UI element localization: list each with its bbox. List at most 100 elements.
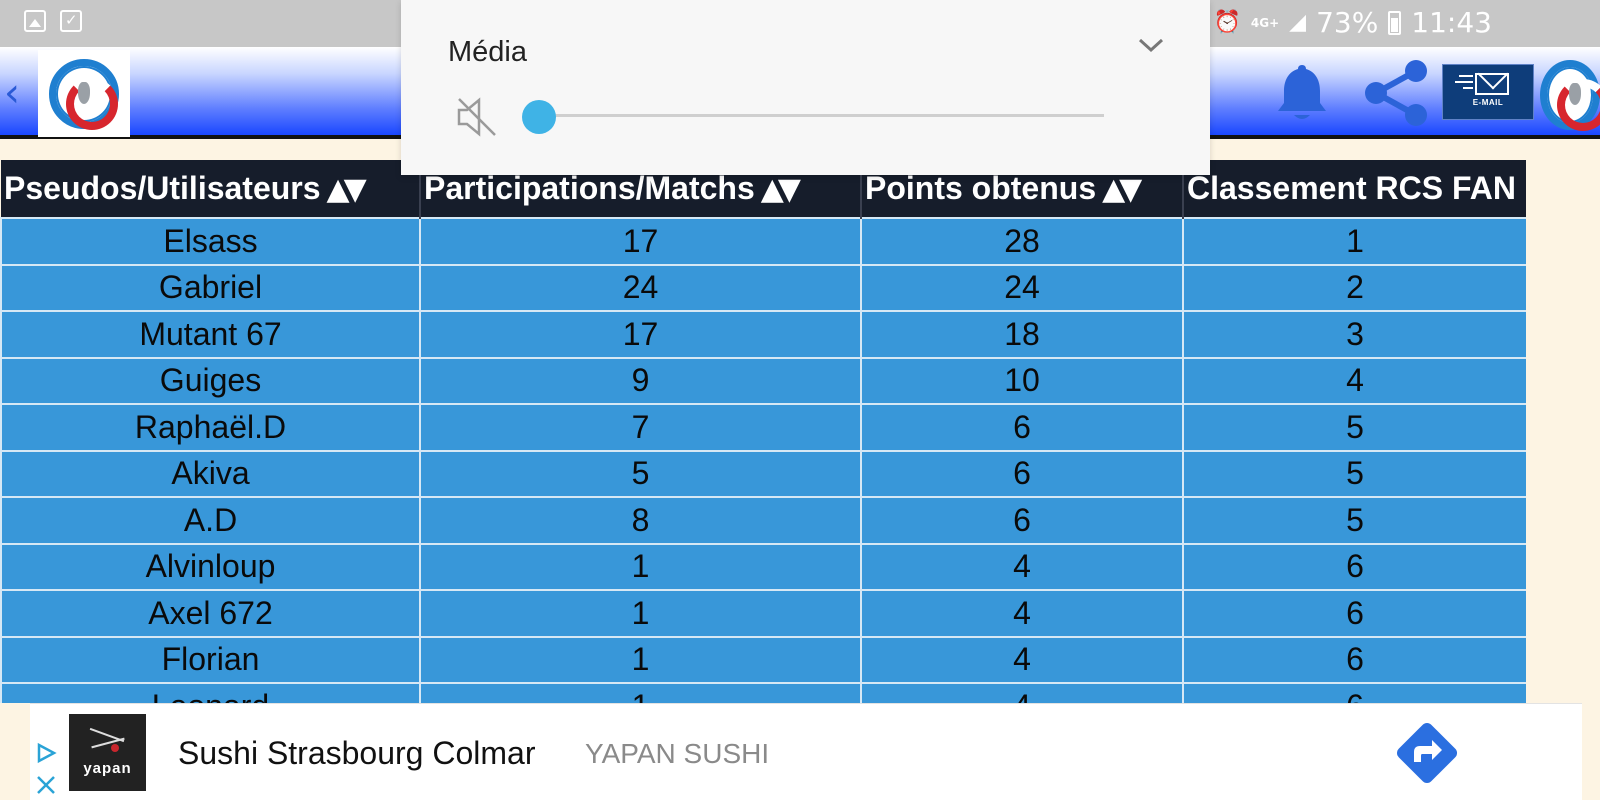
- cell-participations: 1: [419, 682, 862, 703]
- rcs-crest-icon: [1540, 60, 1600, 131]
- header-label: Classement RCS FAN: [1187, 170, 1516, 206]
- ranking-table-container[interactable]: Pseudos/Utilisateurs ▲▼ Participations/Ma…: [0, 160, 1526, 703]
- battery-percent: 73%: [1316, 6, 1379, 39]
- ad-banner[interactable]: yapan Sushi Strasbourg Colmar YAPAN SUSH…: [30, 703, 1582, 800]
- table-row: Akiva 5 6 5: [0, 449, 1526, 498]
- cell-points: 28: [860, 217, 1184, 266]
- cell-participations: 5: [419, 449, 862, 498]
- sort-arrows-icon[interactable]: ▲▼: [1102, 172, 1142, 207]
- cell-classement: 5: [1182, 449, 1526, 498]
- cell-pseudo: Leonard: [0, 682, 421, 703]
- cell-participations: 8: [419, 496, 862, 545]
- advertiser-logo[interactable]: yapan: [69, 714, 146, 791]
- cell-participations: 7: [419, 403, 862, 452]
- cell-points: 24: [860, 263, 1184, 312]
- cell-pseudo: Florian: [0, 635, 421, 684]
- cell-points: 4: [860, 682, 1184, 703]
- table-row: Leonard146: [0, 682, 1526, 703]
- notification-icons: [24, 10, 82, 32]
- cell-points: 4: [860, 589, 1184, 638]
- cell-pseudo: Guiges: [0, 356, 421, 405]
- adchoices-icon[interactable]: [35, 742, 57, 764]
- speed-lines-icon: [1455, 75, 1473, 93]
- cell-participations: 9: [419, 356, 862, 405]
- cell-points: 10: [860, 356, 1184, 405]
- cell-participations: 17: [419, 217, 862, 266]
- ranking-table: Pseudos/Utilisateurs ▲▼ Participations/Ma…: [0, 160, 1526, 703]
- cell-classement: 1: [1182, 217, 1526, 266]
- share-icon[interactable]: [1362, 59, 1430, 127]
- table-row: A.D 8 6 5: [0, 496, 1526, 545]
- cell-points: 4: [860, 542, 1184, 591]
- club-logo-left[interactable]: [38, 50, 130, 137]
- cell-pseudo: A.D: [0, 496, 421, 545]
- logo-dot-icon: [111, 744, 119, 752]
- cell-pseudo: Akiva: [0, 449, 421, 498]
- table-body: Elsass 17 28 1 Gabriel 24 24 2 Mutant 67 17 18 3 Gui…: [0, 217, 1526, 703]
- email-button[interactable]: E-MAIL: [1442, 64, 1534, 120]
- club-logo-right[interactable]: [1540, 52, 1600, 138]
- cell-classement: 6: [1182, 635, 1526, 684]
- mute-speaker-icon[interactable]: [455, 95, 499, 139]
- table-row: Florian 1 4 6: [0, 635, 1526, 684]
- sort-arrows-icon[interactable]: ▲▼: [326, 172, 367, 207]
- cell-classement: 3: [1182, 310, 1526, 359]
- system-status: 📳 ⏰ 4G+ ◢ 73% 11:43: [1176, 6, 1492, 39]
- cell-pseudo: Alvinloup: [0, 542, 421, 591]
- cell-classement: 2: [1182, 263, 1526, 312]
- cell-classement: 5: [1182, 403, 1526, 452]
- chevron-down-icon[interactable]: [1136, 36, 1166, 56]
- alarm-icon: ⏰: [1213, 10, 1241, 35]
- table-row: Guiges 9 10 4: [0, 356, 1526, 405]
- cell-pseudo: Mutant 67: [0, 310, 421, 359]
- task-notification-icon: [60, 10, 82, 32]
- cell-participations: 24: [419, 263, 862, 312]
- rcs-crest-icon: [49, 58, 119, 130]
- table-row: Gabriel 24 24 2: [0, 263, 1526, 312]
- cell-classement: 6: [1182, 682, 1526, 703]
- cell-pseudo: Elsass: [0, 217, 421, 266]
- header-label: Points obtenus: [865, 170, 1097, 206]
- signal-icon: ◢: [1289, 10, 1307, 35]
- volume-slider-track[interactable]: [539, 114, 1104, 117]
- cell-points: 6: [860, 449, 1184, 498]
- cell-points: 4: [860, 635, 1184, 684]
- cell-classement: 6: [1182, 542, 1526, 591]
- battery-icon: [1388, 10, 1402, 35]
- ad-advertiser: YAPAN SUSHI: [585, 738, 770, 769]
- advertiser-logo-text: yapan: [83, 760, 132, 777]
- header-pseudos[interactable]: Pseudos/Utilisateurs ▲▼: [1, 160, 421, 218]
- volume-panel-title: Média: [448, 36, 527, 68]
- sort-arrows-icon[interactable]: ▲▼: [760, 172, 801, 207]
- cell-classement: 5: [1182, 496, 1526, 545]
- ad-title[interactable]: Sushi Strasbourg Colmar: [178, 735, 536, 771]
- close-icon[interactable]: [35, 774, 57, 796]
- cell-pseudo: Axel 672: [0, 589, 421, 638]
- clock: 11:43: [1411, 6, 1492, 39]
- envelope-icon: [1475, 73, 1509, 95]
- directions-arrow-icon[interactable]: [1392, 718, 1462, 788]
- cell-participations: 1: [419, 635, 862, 684]
- cell-participations: 17: [419, 310, 862, 359]
- cell-pseudo: Raphaël.D: [0, 403, 421, 452]
- table-row: Raphaël.D 7 6 5: [0, 403, 1526, 452]
- media-volume-panel: Média: [401, 0, 1210, 175]
- table-row: Axel 672 1 4 6: [0, 589, 1526, 638]
- table-row: Alvinloup 1 4 6: [0, 542, 1526, 591]
- chopsticks-icon: [91, 737, 125, 749]
- email-label: E-MAIL: [1472, 98, 1504, 107]
- volume-slider-thumb[interactable]: [522, 100, 556, 134]
- table-row: Elsass 17 28 1: [0, 217, 1526, 266]
- cell-classement: 4: [1182, 356, 1526, 405]
- cell-pseudo: Gabriel: [0, 263, 421, 312]
- notification-bell-icon[interactable]: [1272, 61, 1332, 125]
- header-label: Participations/Matchs: [424, 170, 755, 206]
- network-type: 4G+: [1250, 15, 1280, 30]
- cell-points: 6: [860, 403, 1184, 452]
- cell-points: 6: [860, 496, 1184, 545]
- back-arrow-icon[interactable]: ‹: [4, 70, 20, 116]
- header-label: Pseudos/Utilisateurs: [4, 170, 321, 206]
- gallery-notification-icon: [24, 10, 46, 32]
- cell-participations: 1: [419, 589, 862, 638]
- header-classement: Classement RCS FAN: [1183, 160, 1526, 218]
